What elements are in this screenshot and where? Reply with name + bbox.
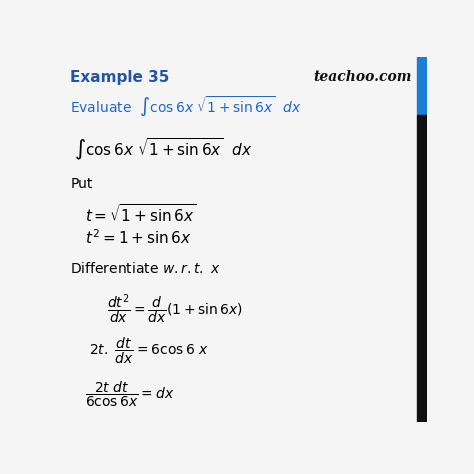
- Text: Example 35: Example 35: [70, 70, 170, 85]
- Text: Put: Put: [70, 177, 92, 191]
- Text: $t = \sqrt{1+\sin 6x}$: $t = \sqrt{1+\sin 6x}$: [85, 203, 196, 225]
- Text: $2t.\ \dfrac{dt}{dx} = 6\cos 6\ x$: $2t.\ \dfrac{dt}{dx} = 6\cos 6\ x$: [89, 336, 209, 366]
- Text: $\dfrac{2t\ dt}{6\cos 6x} = dx$: $\dfrac{2t\ dt}{6\cos 6x} = dx$: [85, 380, 174, 409]
- Bar: [418, 115, 427, 422]
- Text: Evaluate  $\int \cos 6x\ \sqrt{1+\sin 6x}\ \ dx$: Evaluate $\int \cos 6x\ \sqrt{1+\sin 6x}…: [70, 95, 302, 119]
- Bar: [418, 57, 427, 115]
- Text: $\dfrac{dt^2}{dx} = \dfrac{d}{dx}(1+\sin 6x)$: $\dfrac{dt^2}{dx} = \dfrac{d}{dx}(1+\sin…: [107, 292, 243, 326]
- Text: teachoo.com: teachoo.com: [313, 70, 412, 83]
- Text: $\int \cos 6x\ \sqrt{1+\sin 6x}\ \ dx$: $\int \cos 6x\ \sqrt{1+\sin 6x}\ \ dx$: [74, 137, 252, 163]
- Text: $t^2 = 1 + \sin 6x$: $t^2 = 1 + \sin 6x$: [85, 228, 191, 247]
- Text: Differentiate $w.r.t.\ x$: Differentiate $w.r.t.\ x$: [70, 261, 221, 276]
